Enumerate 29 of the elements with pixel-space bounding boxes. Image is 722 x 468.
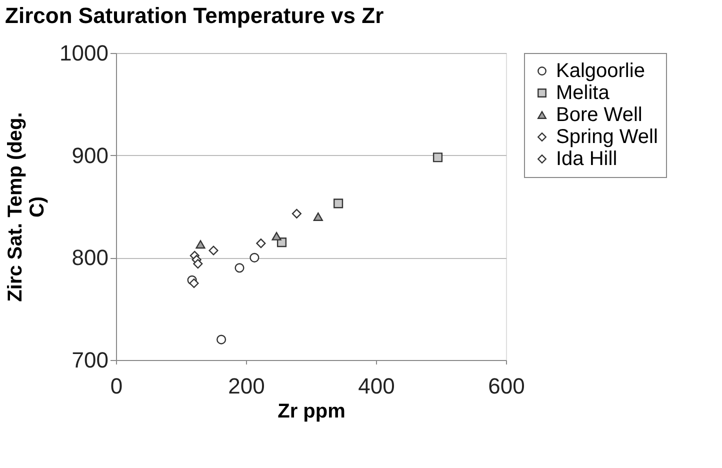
point <box>208 246 218 256</box>
legend-label: Spring Well <box>556 126 658 148</box>
x-axis-title: Zr ppm <box>278 400 346 422</box>
point <box>234 263 244 273</box>
x-tick-label: 400 <box>358 374 395 398</box>
y-tick-label: 700 <box>72 348 108 372</box>
point <box>196 240 206 249</box>
legend-label: Kalgoorlie <box>556 60 645 82</box>
legend-label: Ida Hill <box>556 148 618 170</box>
point <box>432 152 443 162</box>
y-tick-label: 1000 <box>60 40 108 66</box>
legend-label: Melita <box>556 82 610 104</box>
y-tick-label: 900 <box>72 142 108 168</box>
point <box>189 278 199 288</box>
point <box>250 252 260 262</box>
y-axis-title: Zirc Sat. Temp (deg. C) <box>4 112 49 302</box>
x-tick-label: 0 <box>110 374 123 398</box>
x-tick-label: 600 <box>488 374 525 398</box>
y-tick-label: 800 <box>72 245 108 270</box>
point <box>292 208 302 218</box>
point <box>256 238 266 248</box>
legend-label: Bore Well <box>556 104 642 126</box>
point <box>216 334 226 344</box>
point <box>313 212 323 221</box>
point <box>193 259 203 269</box>
point <box>272 232 282 240</box>
x-tick-label: 200 <box>228 374 265 398</box>
chart-title: Zircon Saturation Temperature vs Zr <box>5 3 384 28</box>
point <box>334 198 344 208</box>
